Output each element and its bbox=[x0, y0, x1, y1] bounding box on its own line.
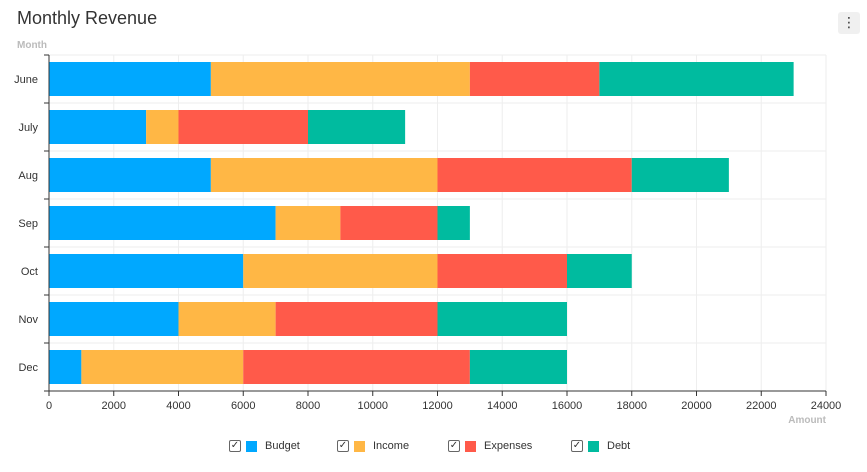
y-tick-label: Aug bbox=[18, 170, 38, 182]
kebab-menu-icon: ⋮ bbox=[842, 15, 856, 31]
bar-debt-oct[interactable] bbox=[567, 254, 632, 288]
bar-income-july[interactable] bbox=[146, 110, 179, 144]
check-icon: ✓ bbox=[338, 440, 348, 451]
bar-expenses-sep[interactable] bbox=[340, 206, 438, 240]
y-tick-label: Oct bbox=[21, 266, 38, 278]
legend-label-income: Income bbox=[373, 440, 410, 452]
x-tick-label: 24000 bbox=[811, 400, 842, 412]
debt-swatch bbox=[588, 440, 599, 452]
x-tick-label: 4000 bbox=[166, 400, 190, 412]
legend-item-expenses[interactable]: ✓ Expenses bbox=[448, 436, 532, 456]
bar-expenses-oct[interactable] bbox=[437, 254, 568, 288]
bar-income-june[interactable] bbox=[210, 62, 470, 96]
bar-expenses-june[interactable] bbox=[469, 62, 600, 96]
legend-label-debt: Debt bbox=[607, 440, 631, 452]
bar-debt-june[interactable] bbox=[599, 62, 794, 96]
bar-budget-oct[interactable] bbox=[49, 254, 244, 288]
bar-budget-dec[interactable] bbox=[49, 350, 82, 384]
checkbox-budget[interactable]: ✓ bbox=[229, 440, 241, 452]
income-swatch bbox=[354, 440, 365, 452]
x-tick-label: 0 bbox=[46, 400, 52, 412]
bars bbox=[49, 62, 794, 384]
bar-budget-sep[interactable] bbox=[49, 206, 276, 240]
y-tick-label: Nov bbox=[18, 314, 38, 326]
bar-budget-aug[interactable] bbox=[49, 158, 211, 192]
bar-income-dec[interactable] bbox=[81, 350, 244, 384]
bar-budget-june[interactable] bbox=[49, 62, 211, 96]
bar-income-oct[interactable] bbox=[243, 254, 438, 288]
bar-expenses-july[interactable] bbox=[178, 110, 309, 144]
bar-debt-nov[interactable] bbox=[437, 302, 568, 336]
x-axis-title: Amount bbox=[788, 415, 826, 426]
x-tick-label: 22000 bbox=[746, 400, 777, 412]
check-icon: ✓ bbox=[449, 440, 459, 451]
legend: ✓ Budget ✓ Income ✓ Expenses ✓ Debt bbox=[0, 436, 867, 456]
bar-income-nov[interactable] bbox=[178, 302, 276, 336]
checkbox-income[interactable]: ✓ bbox=[337, 440, 349, 452]
y-axis-title: Month bbox=[17, 40, 47, 51]
bar-expenses-nov[interactable] bbox=[275, 302, 438, 336]
checkbox-expenses[interactable]: ✓ bbox=[448, 440, 460, 452]
budget-swatch bbox=[246, 440, 257, 452]
x-tick-label: 18000 bbox=[616, 400, 647, 412]
bar-debt-sep[interactable] bbox=[437, 206, 470, 240]
menu-button[interactable]: ⋮ bbox=[838, 12, 860, 34]
y-tick-label: Sep bbox=[18, 218, 38, 230]
x-tick-label: 14000 bbox=[487, 400, 518, 412]
bar-chart: Month Amount June July Aug Sep Oct Nov Dec 0 200… bbox=[14, 40, 841, 426]
checkbox-debt[interactable]: ✓ bbox=[571, 440, 583, 452]
x-tick-label: 10000 bbox=[357, 400, 388, 412]
check-icon: ✓ bbox=[572, 440, 582, 451]
bar-debt-aug[interactable] bbox=[631, 158, 729, 192]
y-tick-label: June bbox=[14, 74, 38, 86]
bar-debt-july[interactable] bbox=[308, 110, 406, 144]
axes bbox=[44, 54, 827, 396]
x-tick-label: 12000 bbox=[422, 400, 453, 412]
x-tick-label: 8000 bbox=[296, 400, 320, 412]
check-icon: ✓ bbox=[230, 440, 240, 451]
y-tick-label: Dec bbox=[18, 362, 38, 374]
bar-income-aug[interactable] bbox=[210, 158, 438, 192]
bar-expenses-aug[interactable] bbox=[437, 158, 632, 192]
x-tick-label: 6000 bbox=[231, 400, 255, 412]
x-tick-label: 16000 bbox=[552, 400, 583, 412]
bar-budget-july[interactable] bbox=[49, 110, 147, 144]
y-tick-label: July bbox=[18, 122, 38, 134]
bar-expenses-dec[interactable] bbox=[243, 350, 470, 384]
legend-label-budget: Budget bbox=[265, 440, 300, 452]
x-tick-label: 20000 bbox=[681, 400, 712, 412]
expenses-swatch bbox=[465, 440, 476, 452]
tick-labels: June July Aug Sep Oct Nov Dec 0 2000 4000 6000 8000… bbox=[14, 74, 841, 412]
legend-item-income[interactable]: ✓ Income bbox=[337, 436, 409, 456]
legend-item-budget[interactable]: ✓ Budget bbox=[229, 436, 300, 456]
legend-label-expenses: Expenses bbox=[484, 440, 533, 452]
chart-title: Monthly Revenue bbox=[17, 8, 158, 28]
x-tick-label: 2000 bbox=[102, 400, 126, 412]
bar-budget-nov[interactable] bbox=[49, 302, 179, 336]
bar-income-sep[interactable] bbox=[275, 206, 341, 240]
bar-debt-dec[interactable] bbox=[469, 350, 567, 384]
legend-item-debt[interactable]: ✓ Debt bbox=[571, 436, 630, 456]
